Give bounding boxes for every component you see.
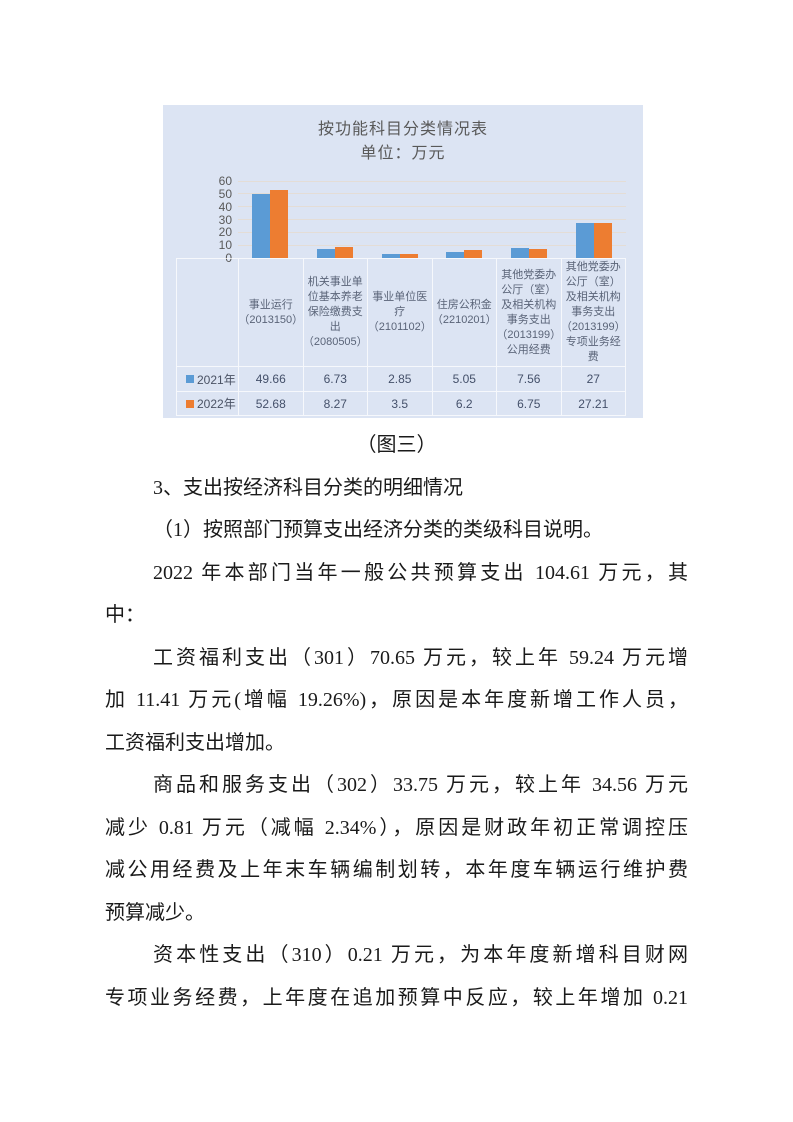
category-cell-3: 事业单位医疗（2101102） [368, 259, 433, 367]
paragraph-4-line-1: 资本性支出（310）0.21 万元，为本年度新增科目财网 [153, 944, 688, 966]
chart-data-table: 事业运行（2013150） 机关事业单位基本养老保险缴费支出（2080505） 事业… [176, 258, 626, 416]
bar-2021年-group2 [317, 249, 335, 258]
legend-label-2021年: 2021年 [197, 372, 236, 387]
chart-title: 按功能科目分类情况表 [317, 121, 488, 138]
legend-label-2022年: 2022年 [197, 397, 236, 411]
bar-2021年-group6 [575, 223, 594, 258]
y-axis-label-60: 60 [218, 174, 232, 188]
bar-2021年-group1 [252, 194, 271, 258]
legend-swatch-2022年 [186, 399, 194, 408]
y-axis-label-30: 30 [218, 212, 232, 227]
value-cell-2021年-2: 6.73 [303, 367, 368, 392]
paragraph-3-line-2: 减少 0.81 万元（减幅 2.34%），原因是财政年初正常调控压 [105, 816, 688, 839]
value-cell-2022年-5: 6.75 [497, 392, 562, 416]
bar-2022年-group1 [270, 190, 289, 258]
bar-2021年-group5 [511, 248, 529, 258]
legend-swatch-2021年 [186, 375, 194, 383]
value-cell-2022年-4: 6.2 [432, 392, 497, 416]
category-cell-6: 其他党委办公厅（室）及相关机构事务支出（2013199）专项业务经费 [561, 259, 626, 367]
category-cell-2: 机关事业单位基本养老保险缴费支出（2080505） [303, 259, 368, 367]
bar-2022年-group6 [593, 223, 612, 258]
document-body: 3、支出按经济科目分类的明细情况 （1）按照部门预算支出经济分类的类级科目说明。 2… [105, 467, 688, 1020]
bar-2022年-group3 [399, 253, 418, 258]
table-corner-cell [177, 259, 239, 367]
paragraph-3-line-1: 商品和服务支出（302）33.75 万元，较上年 34.56 万元 [153, 774, 688, 796]
functional-classification-chart: 按功能科目分类情况表 单位：万元 0 10 20 30 40 50 60 事业运行（2013… [163, 105, 643, 418]
value-cell-2021年-4: 5.05 [432, 367, 497, 392]
category-cell-5: 其他党委办公厅（室）及相关机构事务支出（2013199）公用经费 [497, 259, 562, 367]
heading-1: 3、支出按经济科目分类的明细情况 [153, 476, 463, 499]
value-cell-2022年-2: 8.27 [303, 392, 368, 416]
gridline-40 [238, 206, 626, 208]
figure-caption: （图三） [356, 434, 437, 456]
y-axis-label-20: 20 [218, 225, 232, 240]
y-axis-label-40: 40 [218, 199, 232, 214]
value-cell-2021年-5: 7.56 [497, 367, 562, 392]
paragraph-1-line-1: 2022 年本部门当年一般公共预算支出 104.61 万元，其 [153, 561, 688, 584]
paragraph-3-line-3: 减公用经费及上年末车辆编制划转，本年度车辆运行维护费 [105, 859, 688, 881]
category-cell-4: 住房公积金（2210201） [432, 259, 497, 367]
bar-2021年-group4 [446, 251, 465, 258]
paragraph-2-line-2: 加 11.41 万元(增幅 19.26%)，原因是本年度新增工作人员， [105, 689, 688, 711]
gridline-60 [238, 180, 626, 182]
gridline-30 [238, 219, 626, 220]
y-axis-label-50: 50 [218, 186, 232, 201]
bar-2021年-group3 [381, 254, 400, 258]
y-axis-label-10: 10 [218, 238, 232, 253]
chart-plot-area: 0 10 20 30 40 50 60 [219, 174, 626, 265]
chart-subtitle: 单位：万元 [360, 145, 446, 162]
gridline-50 [238, 193, 626, 195]
paragraph-2-line-1: 工资福利支出（301）70.65 万元，较上年 59.24 万元增 [153, 646, 688, 669]
legend-cell-2021年: 2021年 [177, 367, 239, 392]
bar-2022年-group2 [335, 247, 353, 258]
paragraph-2-line-3: 工资福利支出增加。 [105, 731, 285, 754]
bar-2022年-group4 [464, 250, 483, 258]
document-text-column: （图三） 3、支出按经济科目分类的明细情况 （1）按照部门预算支出经济分类的类级科… [105, 424, 688, 1019]
value-cell-2021年-6: 27 [561, 367, 626, 392]
gridline-20 [238, 231, 626, 233]
value-cell-2022年-1: 52.68 [239, 392, 304, 416]
value-cell-2022年-6: 27.21 [561, 392, 626, 416]
category-cell-1: 事业运行（2013150） [239, 259, 304, 367]
bar-2022年-group5 [529, 249, 547, 258]
paragraph-4-line-2: 专项业务经费，上年度在追加预算中反应，较上年增加 0.21 [105, 986, 688, 1009]
value-cell-2021年-3: 2.85 [368, 367, 433, 392]
legend-cell-2022年: 2022年 [177, 392, 239, 416]
gridline-10 [238, 244, 626, 246]
heading-2: （1）按照部门预算支出经济分类的类级科目说明。 [153, 519, 603, 541]
value-cell-2022年-3: 3.5 [368, 392, 433, 416]
paragraph-3-line-4: 预算减少。 [105, 901, 205, 924]
paragraph-1-line-2: 中： [105, 604, 145, 626]
value-cell-2021年-1: 49.66 [239, 367, 304, 392]
